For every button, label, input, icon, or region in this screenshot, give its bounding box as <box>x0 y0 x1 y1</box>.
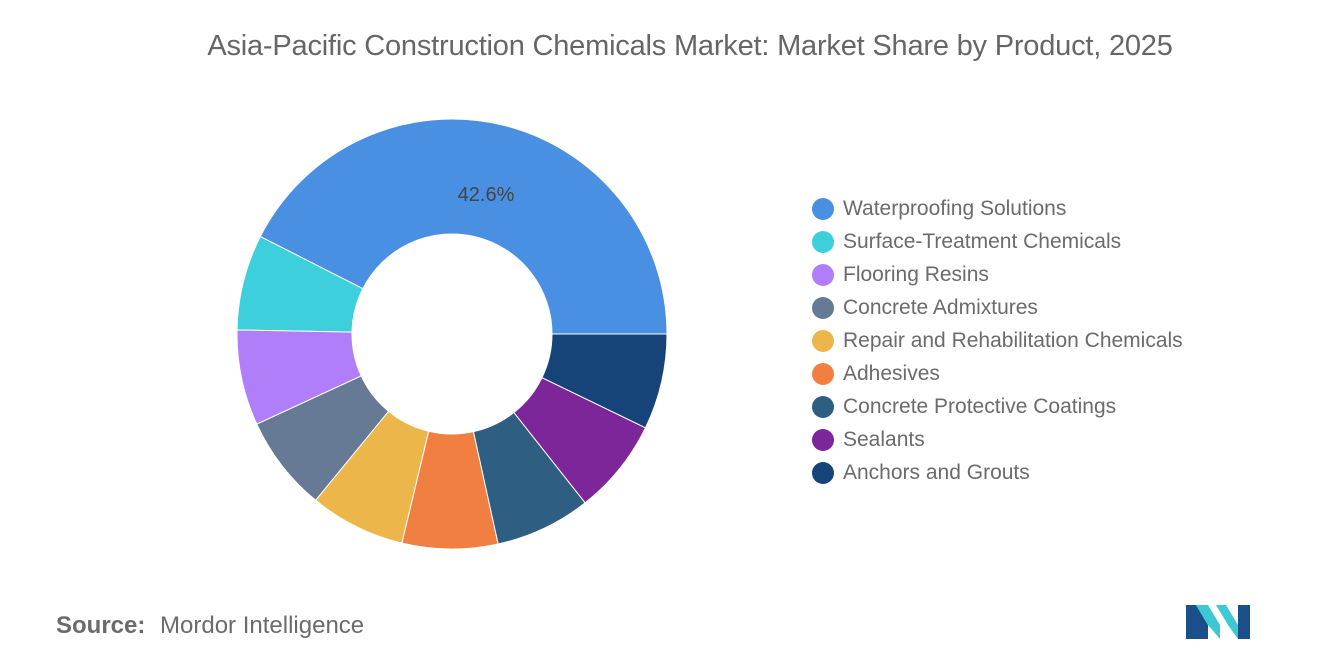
legend-label: Surface-Treatment Chemicals <box>843 229 1122 253</box>
legend-label: Adhesives <box>843 361 940 385</box>
legend-item: Waterproofing Solutions <box>812 192 1183 225</box>
legend-swatch <box>812 362 834 385</box>
legend-swatch <box>812 395 834 418</box>
donut-slice-waterproofing-solutions <box>259 118 668 335</box>
mordor-intelligence-logo-icon <box>1186 605 1250 639</box>
legend-item: Surface-Treatment Chemicals <box>812 225 1183 258</box>
legend-item: Anchors and Grouts <box>812 456 1183 489</box>
legend-item: Sealants <box>812 423 1183 456</box>
legend-swatch <box>812 296 834 319</box>
legend-swatch <box>812 263 834 286</box>
legend-swatch <box>812 197 834 220</box>
legend-label: Repair and Rehabilitation Chemicals <box>843 328 1183 352</box>
data-label: 42.6% <box>458 184 515 206</box>
legend-label: Concrete Protective Coatings <box>843 394 1117 418</box>
legend-label: Concrete Admixtures <box>843 295 1038 319</box>
chart-title: Asia-Pacific Construction Chemicals Mark… <box>207 30 1173 62</box>
source-label: Source: <box>56 612 146 639</box>
legend-label: Flooring Resins <box>843 262 989 286</box>
legend-item: Repair and Rehabilitation Chemicals <box>812 324 1183 357</box>
legend-swatch <box>812 329 834 352</box>
source-line: Source: Mordor Intelligence <box>56 612 364 640</box>
legend-swatch <box>812 461 834 484</box>
source-value: Mordor Intelligence <box>160 612 365 639</box>
legend-item: Concrete Protective Coatings <box>812 390 1183 423</box>
chart-legend: Waterproofing Solutions Surface-Treatment… <box>812 192 1183 489</box>
legend-item: Concrete Admixtures <box>812 291 1183 324</box>
legend-label: Sealants <box>843 427 925 451</box>
legend-label: Waterproofing Solutions <box>843 196 1067 220</box>
legend-item: Adhesives <box>812 357 1183 390</box>
legend-swatch <box>812 230 834 253</box>
donut-slice-anchors-and-grouts <box>541 333 668 429</box>
legend-swatch <box>812 428 834 451</box>
legend-label: Anchors and Grouts <box>843 460 1030 484</box>
legend-item: Flooring Resins <box>812 258 1183 291</box>
